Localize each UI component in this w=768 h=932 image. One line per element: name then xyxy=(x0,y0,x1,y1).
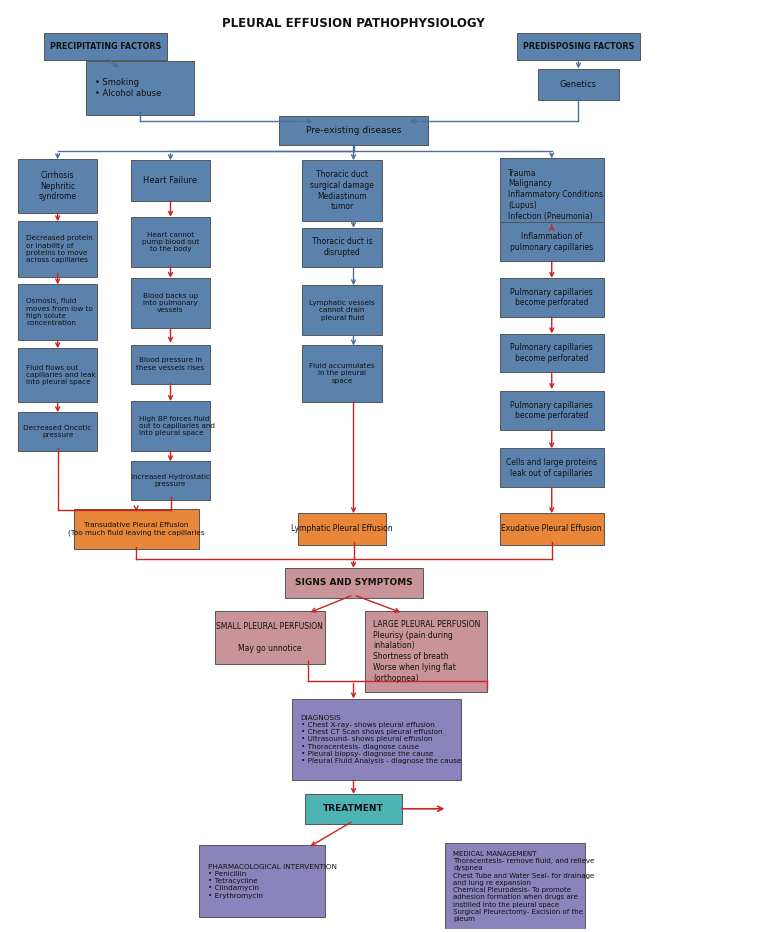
FancyBboxPatch shape xyxy=(500,391,604,430)
Text: Increased Hydrostatic
pressure: Increased Hydrostatic pressure xyxy=(131,474,210,487)
FancyBboxPatch shape xyxy=(500,514,604,544)
Text: Blood pressure in
these vessels rises: Blood pressure in these vessels rises xyxy=(137,358,204,371)
Text: Decreased Oncotic
pressure: Decreased Oncotic pressure xyxy=(24,425,92,438)
FancyBboxPatch shape xyxy=(131,461,210,500)
FancyBboxPatch shape xyxy=(303,160,382,222)
FancyBboxPatch shape xyxy=(18,221,98,278)
Text: LARGE PLEURAL PERFUSION
Pleurisy (pain during
inhalation)
Shortness of breath
Wo: LARGE PLEURAL PERFUSION Pleurisy (pain d… xyxy=(373,620,480,682)
FancyBboxPatch shape xyxy=(131,401,210,451)
Text: Fluid accumulates
in the pleural
space: Fluid accumulates in the pleural space xyxy=(310,363,375,384)
FancyBboxPatch shape xyxy=(200,845,325,917)
FancyBboxPatch shape xyxy=(500,223,604,261)
FancyBboxPatch shape xyxy=(18,412,98,451)
FancyBboxPatch shape xyxy=(303,345,382,402)
FancyBboxPatch shape xyxy=(131,160,210,201)
FancyBboxPatch shape xyxy=(18,284,98,340)
Text: Heart cannot
pump blood out
to the body: Heart cannot pump blood out to the body xyxy=(142,231,199,252)
Text: PRECIPITATING FACTORS: PRECIPITATING FACTORS xyxy=(50,42,161,51)
Text: Fluid flows out
capillaries and leak
into pleural space: Fluid flows out capillaries and leak int… xyxy=(26,365,96,386)
FancyBboxPatch shape xyxy=(131,217,210,267)
Text: Transudative Pleural Effusion
(Too much fluid leaving the capillaries: Transudative Pleural Effusion (Too much … xyxy=(68,522,204,536)
Text: Decreased protein
or inability of
proteins to move
across capillaries: Decreased protein or inability of protei… xyxy=(26,236,93,263)
Text: Thoracic duct is
disrupted: Thoracic duct is disrupted xyxy=(312,238,372,257)
Text: TREATMENT: TREATMENT xyxy=(323,804,384,814)
Text: DIAGNOSIS
• Chest X-ray- shows pleural effusion
• Chest CT Scan shows pleural ef: DIAGNOSIS • Chest X-ray- shows pleural e… xyxy=(300,715,461,764)
FancyBboxPatch shape xyxy=(517,33,640,60)
FancyBboxPatch shape xyxy=(298,514,386,544)
FancyBboxPatch shape xyxy=(279,116,429,145)
FancyBboxPatch shape xyxy=(445,843,585,930)
FancyBboxPatch shape xyxy=(18,159,98,213)
FancyBboxPatch shape xyxy=(500,448,604,487)
FancyBboxPatch shape xyxy=(131,278,210,328)
FancyBboxPatch shape xyxy=(131,345,210,384)
Text: Genetics: Genetics xyxy=(560,80,597,89)
FancyBboxPatch shape xyxy=(18,349,98,402)
Text: Pulmonary capillaries
become perforated: Pulmonary capillaries become perforated xyxy=(511,343,593,363)
Text: SIGNS AND SYMPTOMS: SIGNS AND SYMPTOMS xyxy=(295,578,412,587)
FancyBboxPatch shape xyxy=(500,278,604,317)
Text: PLEURAL EFFUSION PATHOPHYSIOLOGY: PLEURAL EFFUSION PATHOPHYSIOLOGY xyxy=(222,17,485,30)
Text: • Smoking
• Alcohol abuse: • Smoking • Alcohol abuse xyxy=(94,78,161,98)
FancyBboxPatch shape xyxy=(284,568,422,597)
Text: Thoracic duct
surgical damage
Mediastinum
tumor: Thoracic duct surgical damage Mediastinu… xyxy=(310,171,374,212)
FancyBboxPatch shape xyxy=(500,158,604,231)
FancyBboxPatch shape xyxy=(303,285,382,336)
Text: High BP forces fluid
out to capillaries and
into pleural space: High BP forces fluid out to capillaries … xyxy=(139,416,215,436)
Text: SMALL PLEURAL PERFUSION

May go unnotice: SMALL PLEURAL PERFUSION May go unnotice xyxy=(217,623,323,652)
FancyBboxPatch shape xyxy=(74,509,199,549)
Text: Lymphatic vessels
cannot drain
pleural fluid: Lymphatic vessels cannot drain pleural f… xyxy=(310,300,375,321)
Text: PREDISPOSING FACTORS: PREDISPOSING FACTORS xyxy=(523,42,634,51)
Text: Pulmonary capillaries
become perforated: Pulmonary capillaries become perforated xyxy=(511,401,593,420)
FancyBboxPatch shape xyxy=(365,610,488,692)
Text: Lymphatic Pleural Effusion: Lymphatic Pleural Effusion xyxy=(291,525,393,533)
Text: Cells and large proteins
leak out of capillaries: Cells and large proteins leak out of cap… xyxy=(506,458,598,478)
Text: Pulmonary capillaries
become perforated: Pulmonary capillaries become perforated xyxy=(511,287,593,308)
Text: Inflammation of
pulmonary capillaries: Inflammation of pulmonary capillaries xyxy=(510,232,594,252)
FancyBboxPatch shape xyxy=(538,69,619,100)
Text: Exudative Pleural Effusion: Exudative Pleural Effusion xyxy=(502,525,602,533)
FancyBboxPatch shape xyxy=(45,33,167,60)
Text: Osmosis, fluid
moves from low to
high solute
concentration: Osmosis, fluid moves from low to high so… xyxy=(26,298,93,326)
Text: Trauma
Malignancy
Inflammatory Conditions
(Lupus)
Infection (Pneumonia): Trauma Malignancy Inflammatory Condition… xyxy=(508,169,604,221)
FancyBboxPatch shape xyxy=(303,228,382,267)
Text: MEDICAL MANAGEMENT
Thoracentesis- remove fluid, and relieve
dyspnea
Chest Tube a: MEDICAL MANAGEMENT Thoracentesis- remove… xyxy=(453,851,594,923)
FancyBboxPatch shape xyxy=(86,62,194,115)
Text: Cirrhosis
Nephritic
syndrome: Cirrhosis Nephritic syndrome xyxy=(38,171,77,201)
FancyBboxPatch shape xyxy=(306,794,402,824)
FancyBboxPatch shape xyxy=(215,610,325,665)
Text: Blood backs up
into pulmonary
vessels: Blood backs up into pulmonary vessels xyxy=(143,293,198,313)
FancyBboxPatch shape xyxy=(292,699,461,780)
Text: PHARMACOLOGICAL INTERVENTION
• Penicillin
• Tetracycline
• Clindamycin
• Erythro: PHARMACOLOGICAL INTERVENTION • Penicilli… xyxy=(208,864,337,898)
Text: Heart Failure: Heart Failure xyxy=(144,176,197,185)
Text: Pre-existing diseases: Pre-existing diseases xyxy=(306,126,401,135)
FancyBboxPatch shape xyxy=(500,334,604,373)
